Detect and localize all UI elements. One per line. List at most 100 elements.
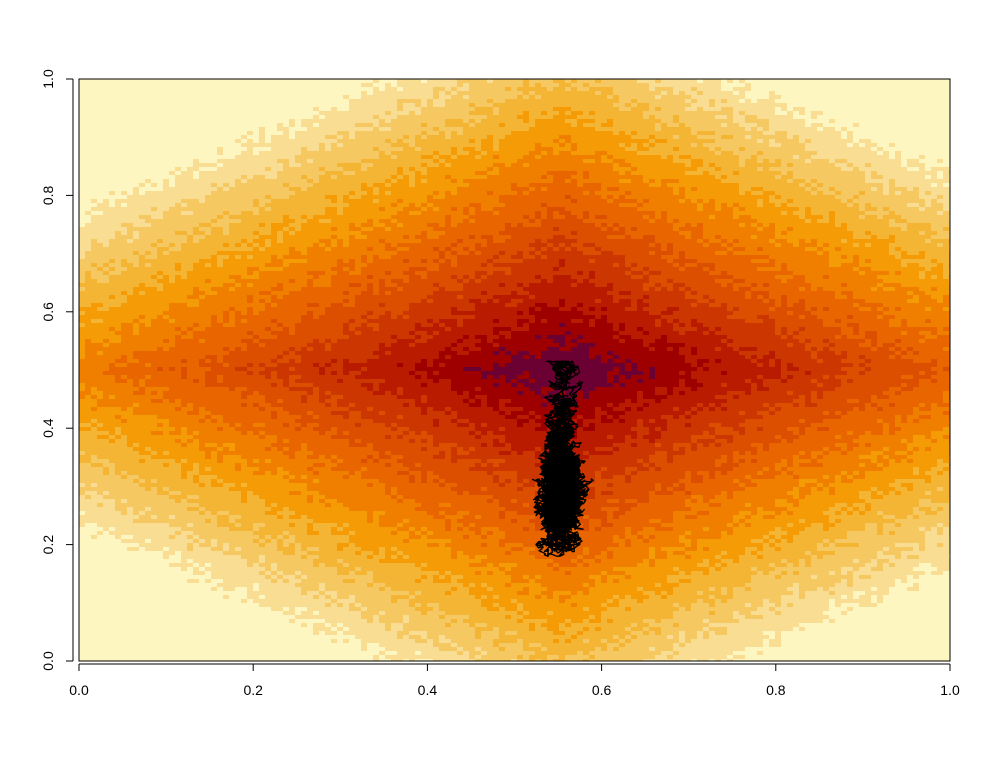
heatmap-cell bbox=[535, 451, 542, 456]
heatmap-cell bbox=[673, 283, 686, 288]
heatmap-cell bbox=[865, 371, 920, 376]
heatmap-cell bbox=[397, 83, 458, 88]
heatmap-cell bbox=[523, 223, 542, 228]
heatmap-cell bbox=[247, 239, 254, 244]
heatmap-cell bbox=[823, 527, 830, 532]
heatmap-cell bbox=[769, 411, 776, 416]
heatmap-cell bbox=[739, 307, 770, 312]
heatmap-cell bbox=[721, 235, 752, 240]
heatmap-cell bbox=[649, 87, 656, 92]
heatmap-cell bbox=[733, 79, 740, 84]
heatmap-cell bbox=[835, 335, 842, 340]
heatmap-cell bbox=[475, 307, 530, 312]
heatmap-cell bbox=[601, 527, 626, 532]
heatmap-cell bbox=[331, 143, 338, 148]
heatmap-cell bbox=[517, 487, 524, 492]
heatmap-cell bbox=[349, 223, 356, 228]
heatmap-cell bbox=[475, 235, 482, 240]
heatmap-cell bbox=[823, 395, 872, 400]
heatmap-cell bbox=[763, 363, 770, 368]
heatmap-cell bbox=[481, 279, 542, 284]
heatmap-cell bbox=[307, 515, 368, 520]
heatmap-cell bbox=[535, 123, 572, 128]
heatmap-cell bbox=[529, 351, 542, 356]
heatmap-cell bbox=[625, 367, 632, 372]
heatmap-cell bbox=[193, 379, 200, 384]
heatmap-cell bbox=[133, 443, 140, 448]
heatmap-cell bbox=[919, 207, 926, 212]
heatmap-cell bbox=[229, 319, 236, 324]
heatmap-cell bbox=[715, 435, 734, 440]
heatmap-cell bbox=[457, 87, 470, 92]
heatmap-cell bbox=[769, 139, 776, 144]
heatmap-cell bbox=[79, 303, 92, 308]
heatmap-cell bbox=[175, 535, 188, 540]
heatmap-cell bbox=[433, 91, 440, 96]
heatmap-cell bbox=[751, 459, 758, 464]
heatmap-cell bbox=[901, 263, 908, 268]
heatmap-cell bbox=[613, 283, 644, 288]
heatmap-cell bbox=[769, 159, 776, 164]
heatmap-cell bbox=[817, 403, 866, 408]
heatmap-cell bbox=[649, 519, 662, 524]
heatmap-cell bbox=[685, 191, 740, 196]
heatmap-cell bbox=[793, 399, 806, 404]
heatmap-cell bbox=[931, 475, 950, 480]
heatmap-cell bbox=[655, 439, 692, 444]
heatmap-cell bbox=[79, 459, 92, 464]
heatmap-cell bbox=[445, 159, 518, 164]
heatmap-cell bbox=[469, 299, 482, 304]
heatmap-cell bbox=[361, 315, 368, 320]
heatmap-cell bbox=[325, 343, 332, 348]
heatmap-cell bbox=[481, 463, 488, 468]
heatmap-cell bbox=[205, 231, 212, 236]
heatmap-cell bbox=[691, 235, 704, 240]
heatmap-cell bbox=[577, 431, 638, 436]
heatmap-cell bbox=[595, 243, 650, 248]
heatmap-cell bbox=[937, 259, 950, 264]
heatmap-cell bbox=[601, 407, 614, 412]
heatmap-cell bbox=[739, 203, 758, 208]
heatmap-cell bbox=[535, 119, 566, 124]
heatmap-cell bbox=[751, 515, 764, 520]
heatmap-cell bbox=[313, 363, 320, 368]
heatmap-cell bbox=[121, 339, 164, 344]
heatmap-cell bbox=[205, 443, 218, 448]
heatmap-cell bbox=[499, 503, 524, 508]
heatmap-cell bbox=[319, 275, 332, 280]
heatmap-cell bbox=[445, 327, 452, 332]
heatmap-cell bbox=[271, 411, 278, 416]
heatmap-cell bbox=[319, 431, 326, 436]
heatmap-cell bbox=[727, 175, 776, 180]
heatmap-cell bbox=[385, 411, 422, 416]
heatmap-cell bbox=[571, 243, 584, 248]
heatmap-cell bbox=[901, 215, 950, 220]
heatmap-cell bbox=[277, 295, 284, 300]
heatmap-cell bbox=[79, 475, 122, 480]
heatmap-cell bbox=[925, 239, 932, 244]
heatmap-cell bbox=[775, 191, 812, 196]
heatmap-cell bbox=[895, 419, 902, 424]
heatmap-cell bbox=[775, 499, 788, 504]
heatmap-cell bbox=[679, 351, 692, 356]
heatmap-cell bbox=[811, 183, 818, 188]
heatmap-cell bbox=[79, 399, 98, 404]
heatmap-cell bbox=[811, 423, 884, 428]
heatmap-cell bbox=[841, 507, 848, 512]
heatmap-cell bbox=[121, 431, 152, 436]
heatmap-cell bbox=[637, 307, 644, 312]
heatmap-cell bbox=[145, 539, 152, 544]
heatmap-cell bbox=[859, 207, 866, 212]
heatmap-cell bbox=[421, 179, 428, 184]
heatmap-cell bbox=[643, 215, 650, 220]
heatmap-cell bbox=[853, 379, 920, 384]
heatmap-cell bbox=[391, 219, 398, 224]
heatmap-cell bbox=[631, 507, 692, 512]
heatmap-cell bbox=[349, 335, 392, 340]
heatmap-cell bbox=[175, 203, 182, 208]
heatmap-cell bbox=[79, 231, 116, 236]
heatmap-cell bbox=[877, 491, 884, 496]
heatmap-cell bbox=[811, 219, 818, 224]
heatmap-cell bbox=[637, 435, 644, 440]
heatmap-cell bbox=[727, 315, 758, 320]
